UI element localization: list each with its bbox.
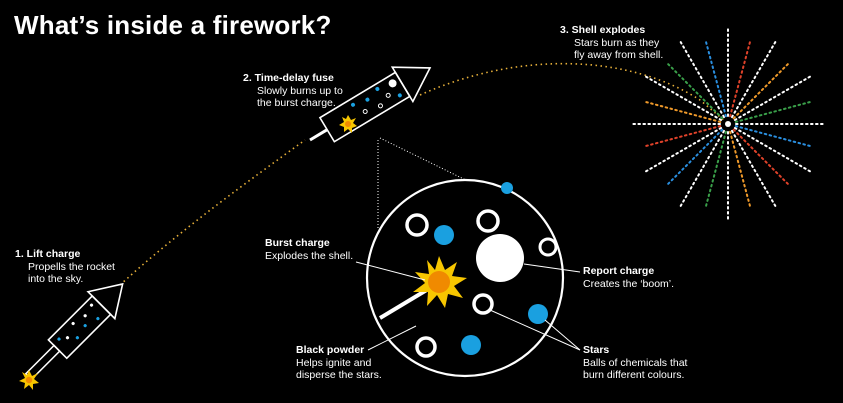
label-heading: Black powder (296, 344, 365, 356)
rocket-lift-stage (24, 282, 124, 381)
burst-ray (732, 62, 790, 120)
label-time-delay-fuse: 2. Time-delay fuse Slowly burns up to th… (243, 72, 343, 110)
label-burst-charge: Burst charge Explodes the shell. (265, 237, 353, 262)
star-ring (476, 209, 500, 233)
leader-burst (355, 261, 426, 281)
label-line: Propells the rocket (28, 260, 115, 273)
leader-stars-1 (489, 309, 581, 351)
rocket-nose (86, 282, 124, 321)
label-heading: 1. Lift charge (15, 248, 81, 260)
burst-charge-icon (413, 256, 467, 308)
trajectory-path (119, 139, 306, 286)
rocket-fuse-stage (309, 66, 432, 143)
burst-ray (679, 129, 725, 209)
label-heading: 2. Time-delay fuse (243, 72, 334, 84)
burst-ray (733, 75, 813, 121)
label-line: fly away from shell. (574, 49, 664, 61)
label-line: Balls of chemicals that (583, 356, 688, 369)
burst-charge-small-icon (339, 115, 357, 133)
label-lift-charge: 1. Lift charge Propells the rocket into … (15, 248, 115, 286)
burst-ray (734, 100, 813, 123)
label-line: Explodes the shell. (265, 249, 354, 262)
trajectory-path-upper (419, 62, 727, 123)
burst-ray (731, 129, 777, 209)
fuse-line (378, 286, 432, 320)
burst-ray (731, 39, 777, 119)
burst-ray (666, 62, 724, 120)
star-blue (501, 182, 513, 194)
lift-spark-icon (19, 370, 39, 390)
star-blue (461, 335, 481, 355)
label-line: burn different colours. (583, 369, 685, 381)
label-heading: Report charge (583, 265, 655, 277)
star-ring (415, 336, 437, 358)
burst-ray (643, 75, 723, 121)
magnified-shell (365, 178, 565, 378)
burst-ray (679, 39, 725, 119)
label-heading: Stars (583, 344, 610, 356)
burst-ray (704, 39, 727, 118)
star-blue (528, 304, 548, 324)
label-heading: 3. Shell explodes (560, 24, 646, 36)
report-charge (476, 234, 524, 282)
burst-ray (729, 130, 752, 209)
star-ring (538, 237, 558, 257)
star-blue (434, 225, 454, 245)
label-line: Slowly burns up to (257, 84, 343, 97)
burst-ray (734, 125, 813, 148)
leader-report (523, 263, 581, 273)
star-ring (472, 293, 494, 315)
leader-stars-2 (544, 319, 581, 351)
burst-ray (666, 128, 724, 186)
burst-ray (729, 39, 752, 118)
shell-explosion-burst (631, 27, 825, 221)
burst-center (725, 121, 731, 127)
burst-ray (732, 128, 790, 186)
label-line: Helps ignite and (296, 356, 372, 369)
zoom-line-right (379, 137, 479, 187)
label-report-charge: Report charge Creates the ‘boom’. (583, 265, 674, 290)
label-stars: Stars Balls of chemicals that burn diffe… (583, 344, 687, 382)
label-heading: Burst charge (265, 237, 330, 249)
page-title: What’s inside a firework? (14, 10, 332, 40)
label-line: Creates the ‘boom’. (583, 277, 675, 290)
burst-ray (643, 125, 722, 148)
leader-powder (367, 325, 417, 351)
label-line: the burst charge. (257, 97, 336, 109)
label-line: into the sky. (28, 273, 84, 285)
label-shell-explodes: 3. Shell explodes Stars burn as they fly… (560, 24, 663, 62)
fuse-star-dots (351, 79, 402, 114)
burst-ray (643, 100, 722, 123)
lift-charge-dots (57, 303, 100, 341)
rocket-nose (390, 66, 432, 104)
burst-ray (733, 127, 813, 173)
burst-ray (643, 127, 723, 173)
star-ring (405, 213, 429, 237)
label-line: Stars burn as they (574, 36, 660, 49)
label-black-powder: Black powder Helps ignite and disperse t… (296, 344, 382, 382)
label-line: disperse the stars. (296, 369, 382, 381)
rocket-stick (309, 128, 328, 142)
burst-ray (704, 130, 727, 209)
